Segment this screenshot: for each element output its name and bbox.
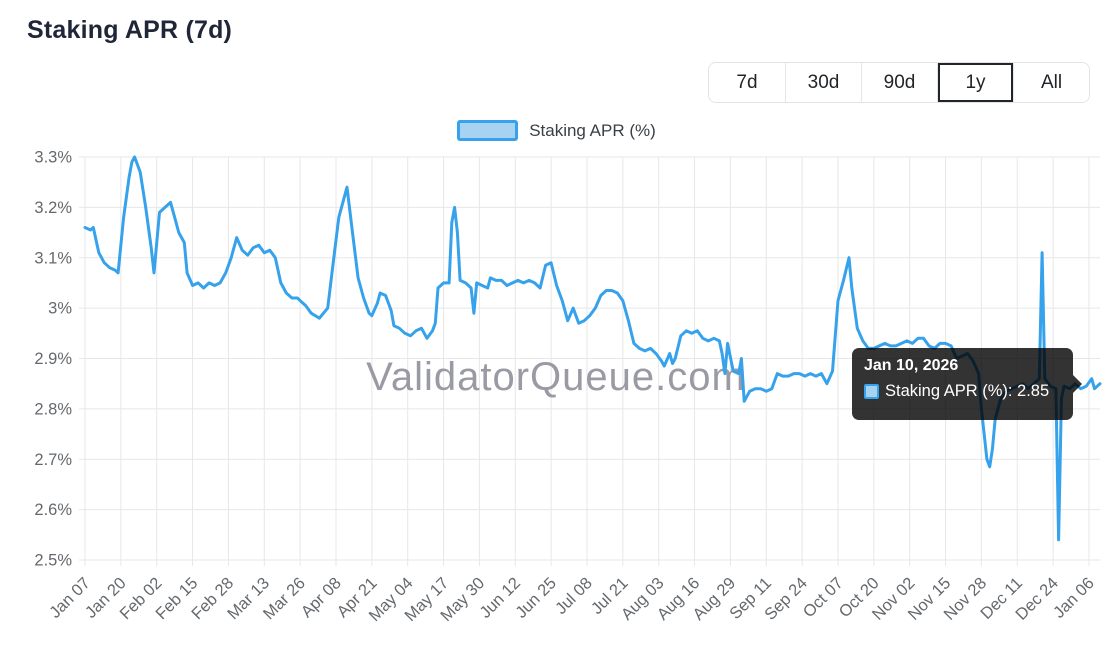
x-tick-label: Jul 08	[552, 574, 596, 618]
x-tick-label: Jan 06	[1050, 574, 1098, 622]
y-tick-label: 3.2%	[34, 199, 72, 217]
tooltip-title: Jan 10, 2026	[864, 357, 959, 374]
page-title: Staking APR (7d)	[27, 16, 233, 44]
staking-apr-line	[83, 155, 1102, 542]
staking-apr-chart-canvas[interactable]: 3.3%3.2%3.1%3%2.9%2.8%2.7%2.6%2.5%Jan 07…	[0, 145, 1113, 649]
y-tick-label: 2.6%	[34, 501, 72, 519]
y-tick-label: 3.1%	[34, 249, 72, 267]
x-tick-label: Apr 08	[298, 574, 345, 621]
range-button-7d[interactable]: 7d	[709, 63, 785, 102]
range-button-group: 7d 30d 90d 1y All	[708, 62, 1090, 103]
y-tick-label: 3.3%	[34, 149, 72, 167]
legend-label[interactable]: Staking APR (%)	[529, 120, 656, 140]
range-button-90d[interactable]: 90d	[861, 63, 937, 102]
y-tick-label: 2.8%	[34, 400, 72, 418]
validatorqueue-watermark: ValidatorQueue.com	[366, 355, 746, 399]
tooltip-caret	[1073, 375, 1082, 393]
x-tick-label: Oct 07	[800, 574, 847, 621]
y-tick-label: 3%	[48, 300, 72, 318]
tooltip-series-swatch	[864, 384, 879, 399]
chart-legend: Staking APR (%)	[0, 120, 1113, 141]
range-button-30d[interactable]: 30d	[785, 63, 861, 102]
x-tick-label: Jun 25	[512, 574, 560, 622]
y-tick-label: 2.9%	[34, 350, 72, 368]
tooltip-value-text: Staking APR (%): 2.85	[885, 382, 1050, 400]
y-tick-label: 2.7%	[34, 451, 72, 469]
chart-tooltip: Jan 10, 2026 Staking APR (%): 2.85	[852, 348, 1082, 420]
range-button-1y[interactable]: 1y	[937, 63, 1013, 102]
range-button-all[interactable]: All	[1013, 63, 1089, 102]
y-tick-label: 2.5%	[34, 552, 72, 570]
legend-swatch[interactable]	[457, 120, 519, 141]
